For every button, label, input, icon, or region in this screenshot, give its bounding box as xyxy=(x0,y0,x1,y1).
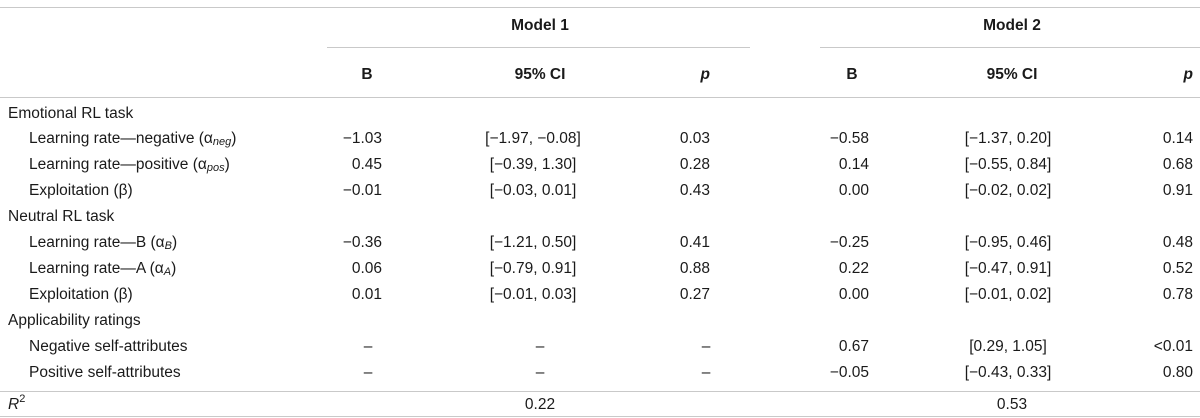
m1-ci-value: [−0.03, 0.01] xyxy=(489,182,577,199)
m2-b-value: −0.58 xyxy=(829,130,869,147)
m1-b-value: −0.36 xyxy=(342,234,382,251)
m1-p-value: 0.43 xyxy=(679,182,710,199)
m2-p-value: <0.01 xyxy=(1153,338,1193,355)
top-rule xyxy=(0,7,1200,8)
m1-b-header: B xyxy=(361,66,373,83)
m1-b-value: 0.01 xyxy=(351,286,382,303)
m1-p-value: 0.28 xyxy=(679,156,710,173)
m2-ci-value: [−0.43, 0.33] xyxy=(964,364,1052,381)
m2-b-value: −0.05 xyxy=(829,364,869,381)
m1-p-value: 0.27 xyxy=(679,286,710,303)
m2-ci-value: [−0.47, 0.91] xyxy=(964,260,1052,277)
m2-b-value: 0.14 xyxy=(838,156,869,173)
m2-b-value: 0.00 xyxy=(838,286,869,303)
r2-model2-value: 0.53 xyxy=(996,396,1028,413)
m2-p-value: 0.48 xyxy=(1162,234,1193,251)
r2-label: R2 xyxy=(8,393,26,414)
m2-p-value: 0.80 xyxy=(1162,364,1193,381)
r2-top-rule xyxy=(0,391,1200,392)
m2-b-value: 0.00 xyxy=(838,182,869,199)
m2-ci-value: [−0.95, 0.46] xyxy=(964,234,1052,251)
section-title-applicability: Applicability ratings xyxy=(8,312,141,329)
m2-p-value: 0.78 xyxy=(1162,286,1193,303)
row-label: Learning rate—negative (αneg) xyxy=(29,130,237,148)
model2-underline xyxy=(820,47,1200,48)
section-title-emotional: Emotional RL task xyxy=(8,105,134,122)
m2-p-value: 0.52 xyxy=(1162,260,1193,277)
model1-underline xyxy=(327,47,750,48)
m1-p-header: p xyxy=(700,66,710,83)
m1-ci-value: – xyxy=(535,364,545,381)
m1-p-value: – xyxy=(701,364,711,381)
m2-p-header: p xyxy=(1183,66,1193,83)
m1-ci-value: [−0.79, 0.91] xyxy=(489,260,577,277)
m1-ci-value: [−1.21, 0.50] xyxy=(489,234,577,251)
m2-b-header: B xyxy=(846,66,858,83)
model2-header: Model 2 xyxy=(983,17,1041,34)
r2-model1-value: 0.22 xyxy=(524,396,556,413)
m2-b-value: 0.22 xyxy=(838,260,869,277)
section-title-neutral: Neutral RL task xyxy=(8,208,115,225)
row-label: Learning rate—A (αA) xyxy=(29,260,177,278)
m1-ci-value: [−1.97, −0.08] xyxy=(485,130,581,147)
m2-ci-value: [−0.01, 0.02] xyxy=(964,286,1052,303)
row-label: Exploitation (β) xyxy=(29,286,133,303)
m1-b-value: – xyxy=(363,364,373,381)
bottom-rule xyxy=(0,416,1200,417)
m1-ci-value: [−0.01, 0.03] xyxy=(489,286,577,303)
m2-ci-value: [0.29, 1.05] xyxy=(969,338,1047,355)
m1-b-value: 0.06 xyxy=(351,260,382,277)
m1-b-value: – xyxy=(363,338,373,355)
m2-ci-value: [−0.55, 0.84] xyxy=(964,156,1052,173)
row-label: Learning rate—positive (αpos) xyxy=(29,156,230,174)
m2-p-value: 0.91 xyxy=(1162,182,1193,199)
row-label: Negative self-attributes xyxy=(29,338,188,355)
m2-p-value: 0.68 xyxy=(1162,156,1193,173)
m1-p-value: 0.88 xyxy=(679,260,710,277)
m1-p-value: 0.41 xyxy=(679,234,710,251)
m2-b-value: −0.25 xyxy=(829,234,869,251)
m1-b-value: −1.03 xyxy=(342,130,382,147)
m2-p-value: 0.14 xyxy=(1162,130,1193,147)
m2-b-value: 0.67 xyxy=(838,338,869,355)
m1-ci-value: – xyxy=(535,338,545,355)
m1-ci-header: 95% CI xyxy=(514,66,566,83)
m1-p-value: 0.03 xyxy=(679,130,710,147)
m2-ci-value: [−0.02, 0.02] xyxy=(964,182,1052,199)
m1-ci-value: [−0.39, 1.30] xyxy=(489,156,577,173)
m1-b-value: −0.01 xyxy=(342,182,382,199)
m2-ci-header: 95% CI xyxy=(986,66,1038,83)
row-label: Exploitation (β) xyxy=(29,182,133,199)
row-label: Positive self-attributes xyxy=(29,364,181,381)
model1-header: Model 1 xyxy=(511,17,569,34)
m1-p-value: – xyxy=(701,338,711,355)
m2-ci-value: [−1.37, 0.20] xyxy=(964,130,1052,147)
row-label: Learning rate—B (αB) xyxy=(29,234,178,252)
header-rule xyxy=(0,97,1200,98)
m1-b-value: 0.45 xyxy=(351,156,382,173)
